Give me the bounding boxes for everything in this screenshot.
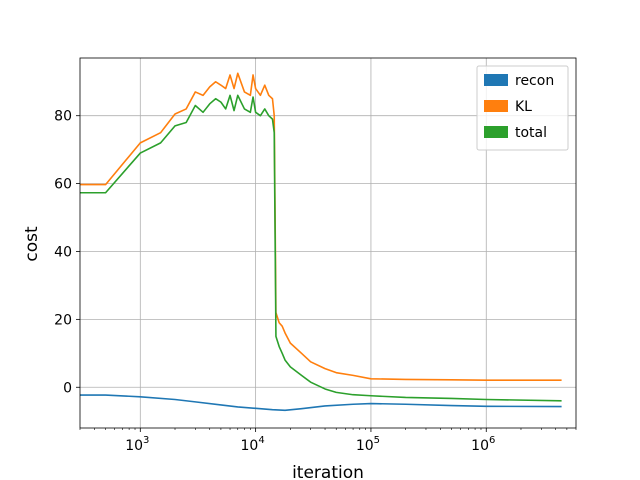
x-axis-title: iteration <box>292 463 364 480</box>
x-tick-label: 105 <box>356 435 380 454</box>
y-axis: 0 20 40 60 80 <box>54 109 80 396</box>
series-line-kl <box>80 72 562 381</box>
x-tick-label: 103 <box>125 435 149 454</box>
legend-label-kl: KL <box>515 99 532 115</box>
legend-swatch-recon <box>484 74 508 86</box>
series-line-total <box>80 94 562 402</box>
x-tick-label: 104 <box>241 435 265 454</box>
y-tick-label: 60 <box>54 177 72 193</box>
y-tick-label: 20 <box>54 312 72 328</box>
y-tick-label: 40 <box>54 244 72 260</box>
series-layer <box>80 72 562 412</box>
legend-label-recon: recon <box>515 73 554 89</box>
y-axis-title: cost <box>22 226 42 262</box>
x-tick-label: 106 <box>471 435 495 454</box>
legend-swatch-kl <box>484 100 508 112</box>
series-line-recon <box>80 394 562 412</box>
y-tick-label: 0 <box>63 380 72 396</box>
legend: recon KL total <box>476 65 569 151</box>
x-axis: 103 104 105 106 <box>79 428 577 454</box>
legend-swatch-total <box>484 126 508 138</box>
legend-label-total: total <box>515 125 547 141</box>
plot-frame <box>79 57 577 429</box>
y-tick-label: 80 <box>54 109 72 125</box>
